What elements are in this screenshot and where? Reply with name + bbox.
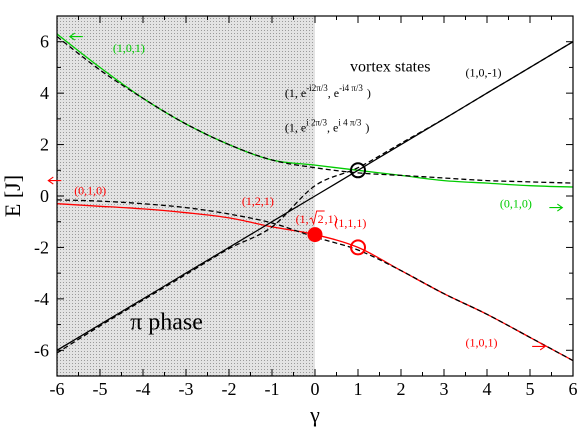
- vortex-states-label: vortex states (1, e-i2π/3, e-i4 π/3) (1,…: [285, 58, 431, 134]
- x-axis-label: γ: [309, 402, 320, 427]
- state-annotation: (0,1,0): [500, 197, 532, 211]
- y-tick-label: -6: [34, 340, 49, 360]
- y-axis-label: E [J]: [0, 175, 25, 217]
- x-tick-label: 3: [440, 379, 449, 399]
- state-annotation: (1,0,1): [113, 41, 145, 55]
- vortex-title: vortex states: [350, 58, 430, 75]
- root-two-label: (1, 2 ,1): [296, 210, 338, 226]
- x-tick-label: -2: [222, 379, 237, 399]
- vortex-state-2-tail: ): [365, 121, 369, 135]
- state-annotation: (1,0,1): [466, 335, 498, 349]
- root-two-suffix: ,1): [325, 212, 338, 226]
- state-annotation: (1,2,1): [242, 194, 274, 208]
- shaded-pi-phase-region: [57, 16, 315, 376]
- vortex-state-1: (1, e-i2π/3, e-i4 π/3): [285, 83, 371, 100]
- marker-point-1: [307, 227, 323, 243]
- pi-symbol: π: [130, 310, 142, 336]
- state-annotation: (1,1,1): [334, 216, 366, 230]
- vortex-state-2: (1, ei 2π/3, ei 4 π/3): [285, 118, 370, 135]
- vortex-state-1-exp2: -i4 π/3: [339, 83, 363, 93]
- x-tick-label: -5: [93, 379, 108, 399]
- pi-phase-label: π phase: [130, 310, 203, 336]
- vortex-state-2-exp1: i 2π/3: [306, 118, 327, 128]
- y-tick-label: 4: [40, 83, 49, 103]
- vortex-state-1-exp1: -i2π/3: [306, 83, 328, 93]
- series-line-4: [57, 199, 573, 362]
- y-tick-label: 2: [40, 135, 49, 155]
- vortex-state-2-exp2: i 4 π/3: [338, 118, 362, 128]
- phase-word: phase: [142, 310, 203, 336]
- marker-point-2: [350, 239, 366, 256]
- x-tick-label: 1: [354, 379, 363, 399]
- x-tick-label: 5: [526, 379, 535, 399]
- y-tick-label: 6: [40, 32, 49, 52]
- series-line-2: [57, 36, 573, 184]
- vortex-state-2-lead: (1, e: [285, 121, 306, 135]
- root-two-prefix: (1,: [296, 212, 309, 226]
- state-annotation: (1,0,-1): [466, 65, 502, 79]
- arrow-right-icon: [532, 342, 547, 351]
- y-tick-label: -4: [34, 289, 49, 309]
- arrow-right-icon: [549, 203, 564, 212]
- series-line-6: [57, 41, 573, 354]
- x-tick-label: -3: [179, 379, 194, 399]
- vortex-state-1-mid: , e: [328, 86, 339, 100]
- state-annotation: (0,1,0): [74, 184, 106, 198]
- x-tick-label: -1: [265, 379, 280, 399]
- x-tick-label: 4: [483, 379, 492, 399]
- vortex-state-1-tail: ): [367, 86, 371, 100]
- radical-sign: [309, 210, 325, 226]
- vortex-state-1-lead: (1, e: [285, 86, 306, 100]
- x-tick-label: 0: [311, 379, 320, 399]
- arrow-left-icon: [47, 176, 62, 185]
- y-tick-label: -2: [34, 237, 49, 257]
- vortex-state-2-mid: , e: [327, 121, 338, 135]
- x-tick-label: -4: [136, 379, 151, 399]
- y-tick-label: 0: [40, 186, 49, 206]
- arrow-left-icon: [68, 32, 83, 41]
- marker-point-3: [350, 162, 366, 179]
- root-two-radicand: 2: [318, 212, 324, 226]
- x-tick-label: -6: [50, 379, 65, 399]
- x-tick-label: 6: [569, 379, 578, 399]
- x-tick-label: 2: [397, 379, 406, 399]
